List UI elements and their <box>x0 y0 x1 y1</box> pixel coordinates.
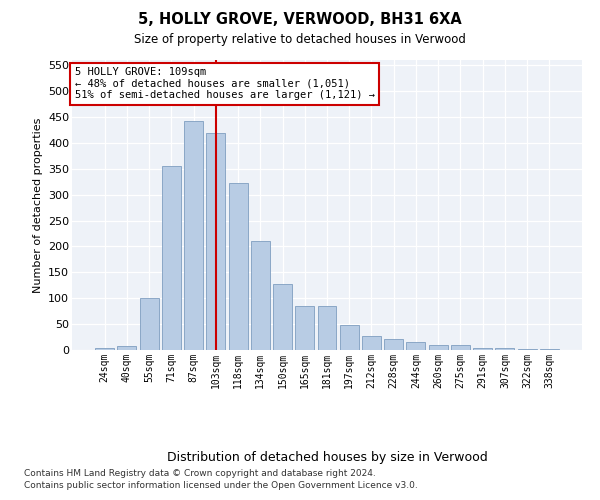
Bar <box>496 348 514 350</box>
Text: Distribution of detached houses by size in Verwood: Distribution of detached houses by size … <box>167 451 487 464</box>
Bar <box>473 348 492 350</box>
Text: Contains public sector information licensed under the Open Government Licence v3: Contains public sector information licen… <box>24 481 418 490</box>
Bar <box>540 349 559 350</box>
Bar <box>184 120 203 350</box>
Bar <box>95 348 114 350</box>
Bar <box>406 342 425 350</box>
Y-axis label: Number of detached properties: Number of detached properties <box>32 118 43 292</box>
Bar <box>317 306 337 350</box>
Bar <box>118 346 136 350</box>
Bar <box>429 345 448 350</box>
Bar <box>251 242 270 350</box>
Bar <box>273 284 292 350</box>
Bar <box>206 132 225 350</box>
Bar <box>384 338 403 350</box>
Bar <box>162 166 181 350</box>
Bar <box>140 298 158 350</box>
Bar <box>340 325 359 350</box>
Text: Size of property relative to detached houses in Verwood: Size of property relative to detached ho… <box>134 32 466 46</box>
Text: 5 HOLLY GROVE: 109sqm
← 48% of detached houses are smaller (1,051)
51% of semi-d: 5 HOLLY GROVE: 109sqm ← 48% of detached … <box>74 67 374 100</box>
Bar <box>229 184 248 350</box>
Text: 5, HOLLY GROVE, VERWOOD, BH31 6XA: 5, HOLLY GROVE, VERWOOD, BH31 6XA <box>138 12 462 28</box>
Bar <box>362 336 381 350</box>
Bar <box>295 306 314 350</box>
Bar <box>451 345 470 350</box>
Text: Contains HM Land Registry data © Crown copyright and database right 2024.: Contains HM Land Registry data © Crown c… <box>24 468 376 477</box>
